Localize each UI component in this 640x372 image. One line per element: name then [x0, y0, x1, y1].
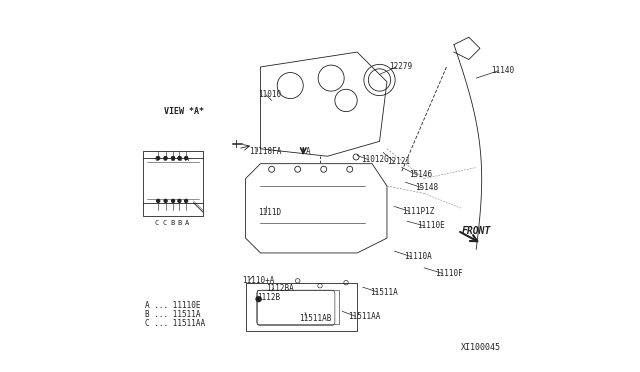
Text: FRONT: FRONT: [461, 226, 491, 235]
Text: A: A: [306, 147, 310, 156]
Text: 1112BA: 1112BA: [266, 284, 294, 293]
Text: A: A: [185, 156, 189, 162]
Text: 11010: 11010: [259, 90, 282, 99]
Bar: [143, 151, 203, 216]
Text: A ... 11110E: A ... 11110E: [145, 301, 201, 310]
Text: C: C: [155, 220, 159, 226]
Bar: [257, 290, 339, 324]
Circle shape: [172, 199, 175, 202]
Text: 11012G: 11012G: [361, 155, 388, 164]
Text: 15148: 15148: [415, 183, 438, 192]
Text: 11511AA: 11511AA: [348, 312, 380, 321]
Circle shape: [255, 296, 262, 302]
Text: B: B: [170, 156, 175, 162]
Text: 11110E: 11110E: [417, 221, 444, 230]
Circle shape: [178, 199, 181, 202]
Text: 11110+A: 11110+A: [242, 276, 275, 285]
Text: 15146: 15146: [410, 170, 433, 179]
Text: 12279: 12279: [389, 62, 412, 71]
Text: 11110A: 11110A: [404, 252, 431, 261]
Circle shape: [157, 199, 159, 202]
Text: B: B: [178, 156, 182, 162]
Text: 11118FA: 11118FA: [250, 147, 282, 156]
Text: 11511AB: 11511AB: [300, 314, 332, 323]
Text: B ... 11511A: B ... 11511A: [145, 310, 201, 319]
Text: C ... 11511AA: C ... 11511AA: [145, 319, 205, 328]
Text: 1112B: 1112B: [257, 293, 280, 302]
Bar: [246, 283, 357, 331]
Text: 11110F: 11110F: [435, 269, 463, 278]
Text: C: C: [163, 220, 167, 226]
Text: 1111P1Z: 1111P1Z: [402, 207, 434, 216]
Text: XI100045: XI100045: [461, 343, 501, 352]
Text: 11140: 11140: [491, 66, 515, 75]
Circle shape: [184, 157, 188, 160]
Circle shape: [184, 199, 188, 202]
Text: 12121: 12121: [387, 157, 410, 166]
Circle shape: [157, 157, 159, 160]
Text: B: B: [178, 220, 182, 226]
Text: 1111D: 1111D: [259, 208, 282, 217]
Text: VIEW *A*: VIEW *A*: [164, 107, 204, 116]
Text: C: C: [155, 156, 159, 162]
Text: A: A: [185, 220, 189, 226]
Circle shape: [178, 157, 181, 160]
Circle shape: [172, 157, 175, 160]
Text: 11511A: 11511A: [370, 288, 398, 296]
Text: C: C: [163, 156, 167, 162]
Circle shape: [164, 199, 167, 202]
Text: B: B: [170, 220, 175, 226]
Circle shape: [164, 157, 167, 160]
